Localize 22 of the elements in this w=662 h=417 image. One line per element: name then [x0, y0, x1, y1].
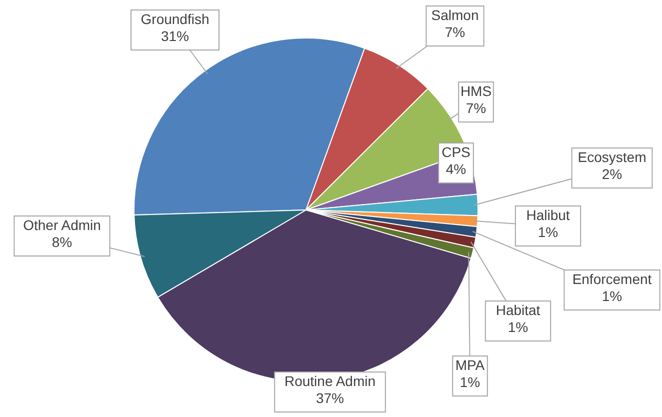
slice-label: CPS [442, 144, 470, 160]
slice-label: Enforcement [572, 271, 652, 287]
slice-label: MPA [455, 357, 486, 373]
slice-label: Ecosystem [578, 149, 646, 165]
data-label: 1% [460, 374, 480, 390]
data-label: 2% [602, 166, 622, 182]
data-label: 1% [508, 319, 528, 335]
data-label: 31% [160, 28, 190, 44]
data-label: 4% [446, 161, 466, 177]
slice-label: Groundfish [140, 11, 210, 27]
slice-label: HMS [460, 83, 492, 99]
data-label: 7% [466, 100, 486, 116]
slice-label: Halibut [526, 207, 570, 223]
slice-label: Routine Admin [284, 373, 376, 389]
data-label: 7% [444, 24, 466, 40]
slice-label: Salmon [431, 7, 479, 23]
data-label: 1% [538, 224, 558, 240]
data-label: 8% [52, 234, 72, 250]
slice-label: Other Admin [23, 217, 101, 233]
data-label: 37% [316, 390, 344, 406]
slice-label: Habitat [496, 302, 540, 318]
data-label: 1% [602, 288, 622, 304]
